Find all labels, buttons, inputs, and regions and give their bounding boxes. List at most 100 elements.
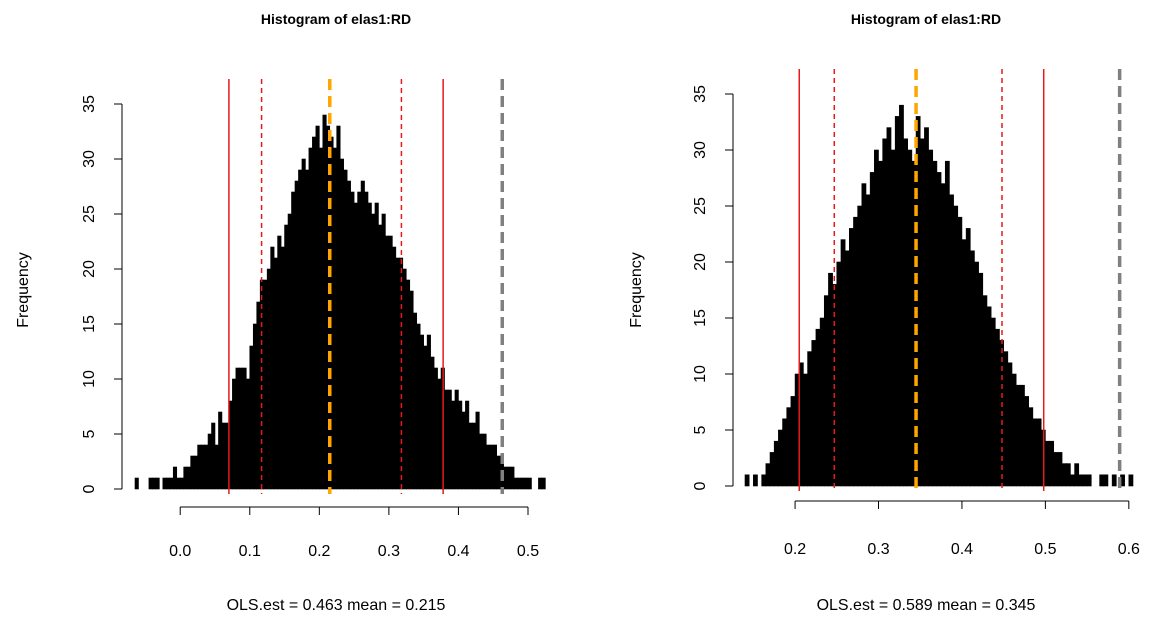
histogram-bar (819, 317, 825, 487)
histogram-bar (1057, 452, 1063, 487)
histogram-bar (134, 477, 139, 490)
histogram-bar (339, 158, 344, 490)
y-axis-label: Frequency (15, 252, 32, 328)
y-tick-label: 35 (692, 85, 709, 103)
histogram-bar (949, 194, 954, 487)
histogram-bar (1099, 474, 1105, 487)
histogram-bar (412, 312, 418, 490)
histogram-bar (778, 429, 783, 487)
histogram-bar (378, 224, 383, 490)
histogram-bar (496, 455, 501, 490)
histogram-bar (874, 149, 879, 487)
histogram-bar (458, 400, 463, 490)
histogram-bar (1032, 418, 1038, 487)
histogram-bar (823, 295, 829, 487)
histogram-bar (1053, 452, 1059, 487)
histogram-bar (451, 400, 456, 490)
histogram-bar (520, 477, 525, 490)
y-tick-label: 35 (81, 95, 98, 113)
histogram-bar (381, 213, 386, 490)
histogram-bar (1036, 418, 1042, 487)
histogram-bar (840, 239, 846, 487)
histogram-bar (155, 477, 160, 490)
histogram-bar (423, 345, 428, 490)
histogram-bar (249, 345, 254, 490)
histogram-bar (409, 290, 414, 490)
histogram-bar (193, 455, 198, 490)
y-tick-label: 15 (692, 309, 709, 327)
histogram-bar (270, 246, 275, 490)
histogram-bar (944, 160, 950, 487)
histogram-bar (1011, 373, 1017, 487)
y-tick-label: 10 (692, 365, 709, 383)
histogram-bar (346, 180, 351, 490)
histogram-bar (402, 268, 407, 490)
histogram-bar (433, 367, 438, 490)
histogram-bar (437, 378, 442, 490)
histogram-bar (978, 272, 984, 487)
histogram-bar (1024, 396, 1030, 487)
histogram-bar (1103, 474, 1109, 487)
histogram-bar (315, 125, 320, 490)
y-tick-label: 5 (692, 425, 709, 434)
histogram-bar (1082, 474, 1088, 487)
histogram-bar (239, 367, 244, 490)
histogram-bar (890, 149, 896, 487)
y-tick-label: 5 (81, 429, 98, 438)
histogram-bars (134, 114, 546, 490)
histogram-bar (815, 328, 821, 487)
histogram-bar (969, 250, 975, 487)
histogram-bar (485, 444, 491, 490)
chart-title: Histogram of elas1:RD (851, 11, 1001, 27)
histogram-bar (1086, 474, 1092, 487)
histogram-bar (312, 136, 317, 490)
histogram-bar (932, 160, 938, 487)
y-tick-label: 0 (692, 481, 709, 490)
histogram-bar (252, 323, 258, 490)
histogram-bar (294, 180, 299, 490)
histogram-bar (179, 477, 184, 490)
histogram-bar (284, 224, 289, 490)
histogram-bar (256, 301, 261, 490)
histogram-bar (444, 389, 449, 490)
histogram-bar (287, 213, 292, 490)
histogram-bar (336, 125, 341, 490)
histogram-bar (765, 463, 771, 487)
x-tick-label: 0.2 (784, 541, 806, 558)
x-axis: 0.0 0.1 0.2 0.3 0.4 0.5 (169, 506, 539, 560)
x-axis-label: OLS.est = 0.463 mean = 0.215 (227, 597, 446, 614)
histogram-bar (857, 205, 863, 487)
x-tick-label: 0.2 (308, 543, 330, 560)
y-tick-label: 10 (81, 370, 98, 388)
histogram-bar (894, 116, 900, 487)
histogram-bar (374, 202, 379, 490)
x-tick-label: 0.1 (239, 543, 261, 560)
histogram-bar (1045, 440, 1050, 487)
histogram-bar (405, 279, 411, 490)
x-tick-label: 0.3 (378, 543, 400, 560)
histogram-bar (162, 477, 167, 490)
x-tick-label: 0.6 (1118, 541, 1140, 558)
y-tick-label: 20 (81, 260, 98, 278)
histogram-panel-1: Histogram of elas1:RD 0 5 10 15 20 25 30 35 Frequ… (15, 11, 546, 614)
histogram-bar (936, 172, 942, 487)
histogram-bar (786, 407, 792, 487)
histogram-bar (882, 138, 888, 487)
histogram-bar (204, 444, 209, 490)
histogram-bar (928, 149, 934, 487)
histogram-bar (828, 272, 833, 487)
x-tick-label: 0.5 (517, 543, 539, 560)
histogram-bar (152, 477, 157, 490)
histogram-bar (1074, 463, 1080, 487)
histogram-bar (1020, 384, 1025, 487)
histogram-bar (475, 411, 480, 490)
histogram-bar (454, 389, 459, 490)
histogram-bar (995, 328, 1000, 487)
histogram-bar (200, 444, 205, 490)
histogram-bar (465, 400, 470, 490)
histogram-bar (280, 246, 285, 490)
histogram-bar (385, 235, 390, 490)
histogram-bar (1061, 463, 1067, 487)
histogram-bar (214, 444, 219, 490)
histogram-bar (773, 440, 779, 487)
